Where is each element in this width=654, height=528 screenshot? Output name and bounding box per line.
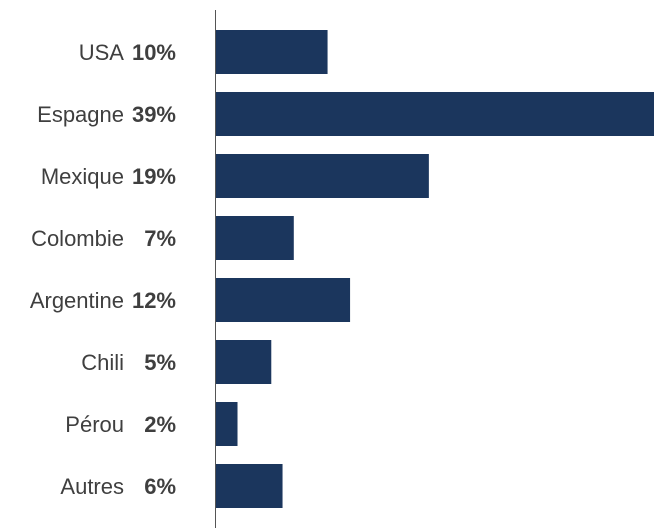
labels-group: 10% USA 39% Espagne 19% Mexique 7% Colombie 12% A… [30,40,176,499]
bars-group [216,30,654,508]
category-label-argentine: Argentine [30,288,124,313]
bar-colombie [216,216,294,260]
value-label-pérou: 2% [144,412,176,437]
category-label-autres: Autres [60,474,124,499]
bar-argentine [216,278,351,322]
value-label-espagne: 39% [132,102,176,127]
value-label-autres: 6% [144,474,176,499]
bar-mexique [216,154,429,198]
value-label-argentine: 12% [132,288,176,313]
bar-espagne [216,92,654,136]
value-label-mexique: 19% [132,164,176,189]
category-label-usa: USA [79,40,125,65]
category-label-pérou: Pérou [65,412,124,437]
category-label-espagne: Espagne [37,102,124,127]
value-label-chili: 5% [144,350,176,375]
category-label-chili: Chili [81,350,124,375]
bar-chili [216,340,272,384]
value-label-colombie: 7% [144,226,176,251]
bar-pérou [216,402,238,446]
bar-usa [216,30,328,74]
category-label-colombie: Colombie [31,226,124,251]
category-label-mexique: Mexique [41,164,124,189]
value-label-usa: 10% [132,40,176,65]
bar-autres [216,464,283,508]
